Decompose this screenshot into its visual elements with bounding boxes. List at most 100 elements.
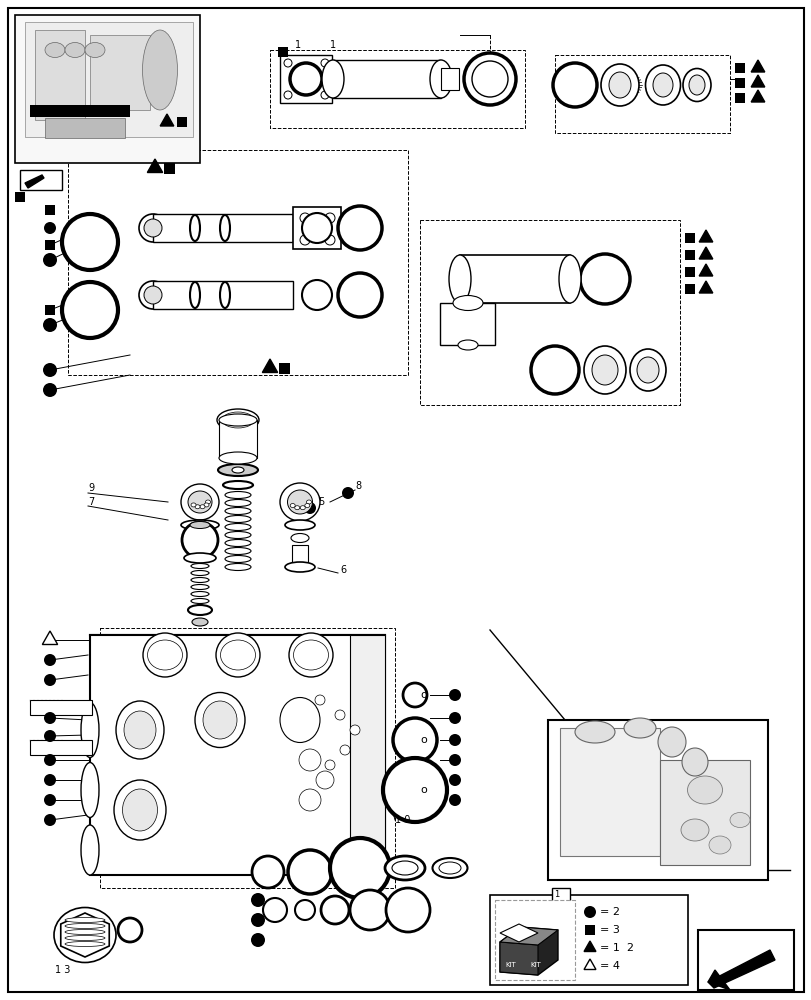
Circle shape <box>530 346 578 394</box>
Polygon shape <box>698 264 712 276</box>
Ellipse shape <box>591 355 617 385</box>
Ellipse shape <box>304 504 310 508</box>
Ellipse shape <box>232 467 243 473</box>
Bar <box>734 63 744 73</box>
Ellipse shape <box>191 503 195 507</box>
Circle shape <box>320 59 328 67</box>
Polygon shape <box>750 90 764 102</box>
Ellipse shape <box>181 484 219 520</box>
Circle shape <box>43 363 57 377</box>
Circle shape <box>44 222 56 234</box>
Polygon shape <box>698 230 712 242</box>
Bar <box>495 900 574 980</box>
Circle shape <box>302 280 332 310</box>
Ellipse shape <box>287 490 312 514</box>
Text: o: o <box>419 785 427 795</box>
Bar <box>734 93 744 103</box>
Ellipse shape <box>636 357 659 383</box>
Circle shape <box>43 318 57 332</box>
Ellipse shape <box>225 524 251 530</box>
Text: 5: 5 <box>318 497 324 507</box>
Circle shape <box>324 760 335 770</box>
Ellipse shape <box>191 598 208 603</box>
Ellipse shape <box>293 640 328 670</box>
Circle shape <box>448 734 461 746</box>
Circle shape <box>302 213 332 243</box>
Ellipse shape <box>225 499 251 506</box>
Ellipse shape <box>217 464 258 476</box>
Bar <box>277 47 288 57</box>
Bar <box>35 30 85 120</box>
Text: = 4: = 4 <box>599 961 620 971</box>
Bar <box>152 281 293 309</box>
Circle shape <box>43 253 57 267</box>
Circle shape <box>284 59 292 67</box>
Ellipse shape <box>574 721 614 743</box>
Ellipse shape <box>392 861 418 875</box>
Circle shape <box>471 61 508 97</box>
Ellipse shape <box>298 789 320 811</box>
Circle shape <box>579 254 629 304</box>
Ellipse shape <box>220 282 230 308</box>
Circle shape <box>335 710 345 720</box>
Circle shape <box>350 725 359 735</box>
Bar <box>419 220 679 405</box>
Polygon shape <box>707 970 729 990</box>
Polygon shape <box>583 941 595 951</box>
Ellipse shape <box>200 505 204 509</box>
Bar <box>280 55 332 103</box>
Ellipse shape <box>191 570 208 576</box>
Ellipse shape <box>280 698 320 742</box>
Bar <box>279 362 290 373</box>
Text: = 1  2: = 1 2 <box>599 943 633 953</box>
Bar <box>697 930 793 990</box>
Ellipse shape <box>190 215 200 241</box>
Circle shape <box>44 730 56 742</box>
Circle shape <box>299 213 310 223</box>
Circle shape <box>303 502 315 514</box>
Ellipse shape <box>191 564 208 568</box>
Ellipse shape <box>217 409 259 431</box>
Ellipse shape <box>204 503 208 507</box>
Ellipse shape <box>221 640 255 670</box>
Polygon shape <box>707 950 774 988</box>
Bar <box>560 728 659 856</box>
Circle shape <box>182 522 217 558</box>
Circle shape <box>288 850 332 894</box>
Ellipse shape <box>223 481 253 489</box>
Ellipse shape <box>191 584 208 589</box>
Ellipse shape <box>225 532 251 538</box>
Ellipse shape <box>225 516 251 522</box>
Ellipse shape <box>384 856 424 880</box>
Bar <box>165 163 175 174</box>
Bar <box>584 925 594 935</box>
Ellipse shape <box>144 219 162 237</box>
Bar <box>684 284 694 294</box>
Polygon shape <box>160 114 174 126</box>
Text: 9: 9 <box>88 483 94 493</box>
Ellipse shape <box>225 540 251 546</box>
Circle shape <box>393 718 436 762</box>
Text: 6: 6 <box>340 565 345 575</box>
Bar <box>489 895 687 985</box>
Ellipse shape <box>708 836 730 854</box>
Polygon shape <box>262 359 277 372</box>
Ellipse shape <box>45 43 65 58</box>
Polygon shape <box>500 924 538 942</box>
Circle shape <box>44 674 56 686</box>
Circle shape <box>324 213 335 223</box>
Circle shape <box>324 235 335 245</box>
Bar <box>440 303 495 345</box>
Circle shape <box>329 838 389 898</box>
Circle shape <box>448 754 461 766</box>
Ellipse shape <box>188 491 212 513</box>
Ellipse shape <box>225 491 251 498</box>
Polygon shape <box>698 247 712 259</box>
Bar <box>100 628 394 888</box>
Ellipse shape <box>600 64 638 106</box>
Ellipse shape <box>629 349 665 391</box>
Ellipse shape <box>124 711 156 749</box>
Bar <box>551 888 569 902</box>
Bar <box>684 233 694 243</box>
Text: 1 3: 1 3 <box>55 965 71 975</box>
